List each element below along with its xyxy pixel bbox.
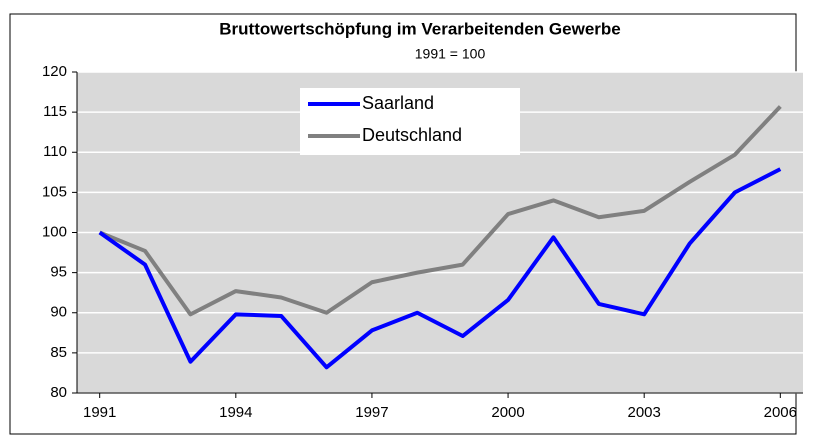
y-tick-label: 115 (43, 103, 67, 120)
y-tick-label: 105 (42, 183, 67, 200)
chart-subtitle: 1991 = 100 (415, 46, 486, 62)
x-tick-label: 1991 (83, 404, 116, 421)
legend-label: Saarland (362, 93, 434, 113)
y-tick-label: 80 (50, 384, 67, 401)
y-tick-label: 90 (50, 304, 67, 321)
legend-label: Deutschland (362, 125, 462, 145)
x-tick-label: 2003 (628, 404, 661, 421)
y-tick-label: 120 (42, 63, 67, 80)
series-line (98, 105, 782, 317)
series-line (98, 167, 782, 370)
x-tick-label: 1994 (219, 404, 252, 421)
legend-box (300, 88, 520, 155)
x-tick-label: 2000 (491, 404, 524, 421)
y-tick-label: 85 (50, 344, 67, 361)
y-tick-label: 110 (43, 143, 67, 160)
x-tick-label: 2006 (764, 404, 797, 421)
y-tick-label: 95 (50, 264, 67, 281)
y-tick-label: 100 (42, 223, 67, 240)
chart-title: Bruttowertschöpfung im Verarbeitenden Ge… (219, 19, 620, 38)
x-tick-label: 1997 (355, 404, 388, 421)
